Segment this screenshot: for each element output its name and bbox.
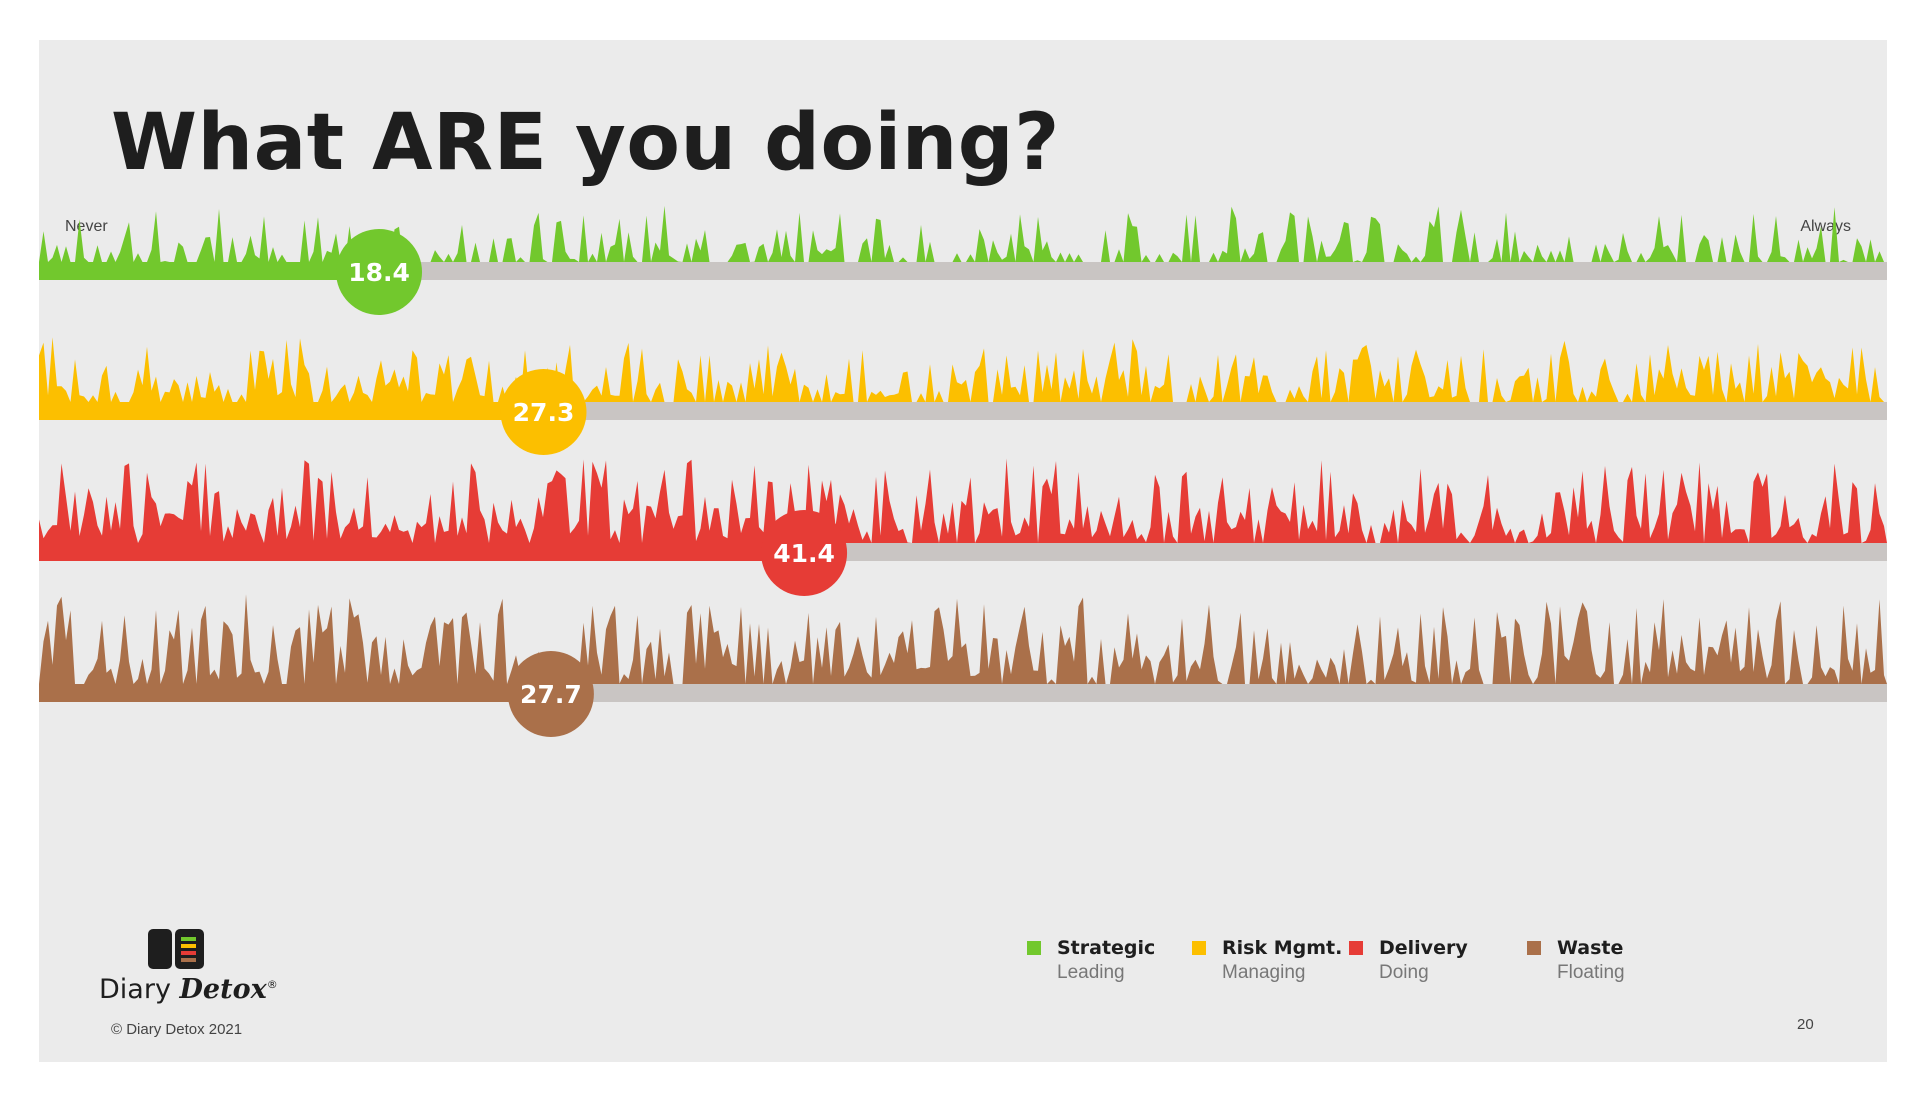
- legend-name: Waste: [1557, 937, 1624, 959]
- value-marker-2: [761, 510, 848, 596]
- slide-title: What ARE you doing?: [111, 98, 1060, 188]
- series-row-1: 27.3: [39, 337, 1887, 455]
- legend-swatch-waste: [1527, 941, 1541, 955]
- series-row-0: 18.4: [39, 205, 1887, 315]
- diary-detox-logo: Diary Detox®: [99, 928, 279, 1018]
- logo-registered-mark: ®: [266, 978, 278, 991]
- legend-subtitle: Leading: [1057, 962, 1125, 983]
- value-bar-1: [39, 402, 544, 420]
- value-label-3: 27.7: [520, 680, 582, 709]
- logo-word-diary: Diary: [99, 974, 171, 1005]
- series-row-3: 27.7: [39, 594, 1887, 737]
- track-bar-0: [39, 262, 1887, 280]
- value-bar-3: [39, 684, 551, 702]
- series-area-0: [39, 205, 1887, 262]
- distribution-chart: 18.4 27.3 41.4 27.7: [39, 205, 1887, 737]
- value-label-1: 27.3: [513, 398, 575, 427]
- value-marker-0: [336, 229, 423, 315]
- logo-word-detox: Detox: [179, 974, 267, 1005]
- value-label-2: 41.4: [773, 539, 835, 568]
- legend-name: Delivery: [1379, 937, 1468, 959]
- series-area-1: [39, 337, 1887, 402]
- series-area-3: [39, 594, 1887, 684]
- legend-swatch-risk: [1192, 941, 1206, 955]
- axis-max-label: Always: [1800, 218, 1851, 235]
- value-marker-1: [500, 369, 587, 455]
- legend-subtitle: Doing: [1379, 962, 1429, 983]
- series-row-2: 41.4: [39, 458, 1887, 596]
- value-marker-3: [507, 651, 594, 737]
- legend-subtitle: Floating: [1557, 962, 1625, 983]
- legend: Strategic Leading Risk Mgmt. Managing De…: [1027, 937, 1707, 997]
- value-bar-0: [39, 262, 380, 280]
- value-label-0: 18.4: [348, 258, 410, 287]
- legend-subtitle: Managing: [1222, 962, 1306, 983]
- diary-book-icon: [148, 929, 204, 969]
- series-area-2: [39, 458, 1887, 543]
- legend-swatch-strategic: [1027, 941, 1041, 955]
- value-bar-2: [39, 543, 805, 561]
- legend-name: Strategic: [1057, 937, 1156, 959]
- axis-min-label: Never: [65, 218, 108, 235]
- slide: What ARE you doing? Never Always 18.4 27.…: [39, 40, 1887, 1062]
- logo-wordmark: Diary Detox®: [99, 974, 278, 1005]
- legend-swatch-delivery: [1349, 941, 1363, 955]
- page-number: 20: [1797, 1016, 1814, 1033]
- copyright-text: © Diary Detox 2021: [111, 1021, 243, 1038]
- legend-name: Risk Mgmt.: [1222, 937, 1343, 959]
